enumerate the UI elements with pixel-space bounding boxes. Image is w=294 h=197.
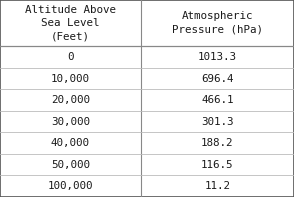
Text: 301.3: 301.3 <box>201 117 233 127</box>
Text: 116.5: 116.5 <box>201 160 233 170</box>
Text: 696.4: 696.4 <box>201 74 233 84</box>
Text: 50,000: 50,000 <box>51 160 90 170</box>
Text: 466.1: 466.1 <box>201 95 233 105</box>
Text: 11.2: 11.2 <box>204 181 230 191</box>
Text: 20,000: 20,000 <box>51 95 90 105</box>
Text: 0: 0 <box>67 52 74 62</box>
Text: Altitude Above: Altitude Above <box>25 5 116 15</box>
Text: Pressure (hPa): Pressure (hPa) <box>172 25 263 35</box>
Text: 10,000: 10,000 <box>51 74 90 84</box>
Text: 188.2: 188.2 <box>201 138 233 148</box>
Text: 100,000: 100,000 <box>48 181 93 191</box>
Text: 1013.3: 1013.3 <box>198 52 237 62</box>
Text: 40,000: 40,000 <box>51 138 90 148</box>
Text: Sea Level: Sea Level <box>41 18 99 28</box>
Text: 30,000: 30,000 <box>51 117 90 127</box>
Text: Atmospheric: Atmospheric <box>181 11 253 21</box>
Text: (Feet): (Feet) <box>51 32 90 42</box>
